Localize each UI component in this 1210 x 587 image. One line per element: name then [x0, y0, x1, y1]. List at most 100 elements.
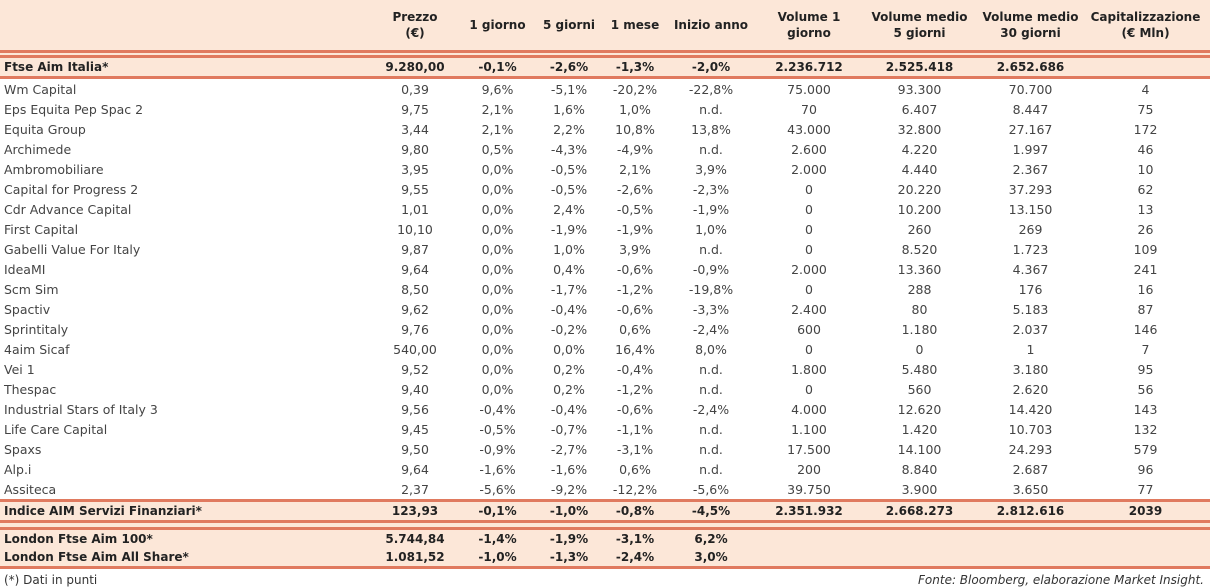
cell: 288	[907, 281, 932, 297]
cell: Volume medio 30 giorni	[982, 10, 1079, 40]
cell: -4,3%	[550, 141, 588, 157]
cell: 3.900	[901, 481, 938, 497]
cell: -1,9%	[549, 532, 589, 546]
cell: 2.037	[1012, 321, 1049, 337]
cell: -19,8%	[688, 281, 734, 297]
cell: 1 mese	[610, 18, 660, 32]
cell: 3,9%	[695, 161, 727, 177]
cell: 0,6%	[619, 461, 651, 477]
cell: 20.220	[897, 181, 942, 197]
cell: -5,1%	[550, 81, 588, 97]
cell: 10,10	[397, 221, 433, 237]
cell: n.d.	[699, 421, 723, 437]
sector-index-row: Indice AIM Servizi Finanziari* 123,93 -0,1…	[0, 502, 1210, 520]
cell: -0,4%	[616, 361, 654, 377]
cell: 12.620	[897, 401, 942, 417]
cell: 37.293	[1008, 181, 1053, 197]
cell: -4,9%	[616, 141, 654, 157]
cell: -0,6%	[616, 301, 654, 317]
cell: 8.840	[901, 461, 938, 477]
cell: 176	[1018, 281, 1043, 297]
cell: 13,8%	[691, 121, 731, 137]
cell: 75	[1137, 101, 1154, 117]
cell: 2.652.686	[996, 60, 1065, 74]
cell: 2,1%	[481, 101, 514, 117]
table-row: Gabelli Value For Italy 9,87 0,0% 1,0% 3,9% n…	[0, 239, 1210, 259]
cell: 0,0%	[481, 181, 514, 197]
row-label: Capital for Progress 2	[4, 181, 139, 197]
table-row: Sprintitaly 9,76 0,0% -0,2% 0,6% -2,4% 600 1.18…	[0, 319, 1210, 339]
cell: -22,8%	[688, 81, 734, 97]
cell: 3,44	[401, 121, 429, 137]
cell: 2,1%	[481, 121, 514, 137]
row-label: IdeaMI	[4, 261, 46, 277]
cell: 0	[805, 201, 813, 217]
table-row: Life Care Capital 9,45 -0,5% -0,7% -1,1% n.d.…	[0, 419, 1210, 439]
cell: n.d.	[699, 241, 723, 257]
cell: -2,4%	[615, 550, 655, 564]
cell: 8,0%	[695, 341, 727, 357]
table-row: Industrial Stars of Italy 3 9,56 -0,4% -0,4…	[0, 399, 1210, 419]
cell: 2039	[1128, 504, 1163, 518]
cell: Volume 1 giorno	[777, 10, 841, 40]
cell: n.d.	[699, 361, 723, 377]
cell: 0,0%	[481, 341, 514, 357]
cell: 13	[1137, 201, 1154, 217]
cell: n.d.	[699, 441, 723, 457]
cell: 9,87	[401, 241, 429, 257]
cell: 17.500	[787, 441, 831, 457]
cell: 13.150	[1008, 201, 1053, 217]
row-label: Ambromobiliare	[4, 161, 104, 177]
cell: 0	[915, 341, 924, 357]
cell: 75.000	[787, 81, 831, 97]
cell: 16	[1137, 281, 1154, 297]
row-label: Archimede	[4, 141, 72, 157]
cell: 0,0%	[481, 281, 514, 297]
cell: 9,45	[401, 421, 429, 437]
cell: -1,1%	[616, 421, 654, 437]
cell: 6.407	[901, 101, 938, 117]
cell: -3,3%	[692, 301, 730, 317]
cell: 2.620	[1012, 381, 1049, 397]
cell: -9,2%	[550, 481, 588, 497]
cell: 14.420	[1008, 401, 1053, 417]
cell: -1,6%	[479, 461, 516, 477]
cell: 7	[1141, 341, 1150, 357]
cell: 0,2%	[553, 381, 585, 397]
cell: 9,62	[401, 301, 429, 317]
table-body: Wm Capital 0,39 9,6% -5,1% -20,2% -22,8% 75.00…	[0, 79, 1210, 499]
cell: 10,8%	[615, 121, 655, 137]
cell: -0,8%	[615, 504, 655, 518]
cell: -2,4%	[692, 321, 730, 337]
cell: 5.480	[901, 361, 938, 377]
cell: 77	[1137, 481, 1154, 497]
cell: 1	[1026, 341, 1035, 357]
cell: 1.723	[1012, 241, 1049, 257]
cell: 9,52	[401, 361, 429, 377]
cell: 16,4%	[615, 341, 655, 357]
cell: 2.351.932	[775, 504, 843, 518]
cell: 1.420	[901, 421, 938, 437]
cell: 2,1%	[619, 161, 651, 177]
cell: 143	[1133, 401, 1158, 417]
cell: 2.600	[791, 141, 827, 157]
cell: 2.812.616	[996, 504, 1065, 518]
cell: 1,0%	[619, 101, 651, 117]
row-label: Equita Group	[4, 121, 86, 137]
cell: 1,6%	[553, 101, 585, 117]
cell: 9,64	[401, 461, 429, 477]
cell: 2.525.418	[885, 60, 954, 74]
cell: 9,55	[401, 181, 429, 197]
cell: -1,7%	[550, 281, 588, 297]
cell: 1.180	[901, 321, 938, 337]
cell: 1.800	[791, 361, 827, 377]
cell: 3,0%	[694, 550, 728, 564]
cell: 0	[805, 341, 813, 357]
cell: -1,9%	[616, 221, 654, 237]
row-label: Gabelli Value For Italy	[4, 241, 141, 257]
cell: -3,1%	[615, 532, 655, 546]
cell: 269	[1018, 221, 1043, 237]
cell: 9,76	[401, 321, 429, 337]
cell: -3,1%	[616, 441, 654, 457]
